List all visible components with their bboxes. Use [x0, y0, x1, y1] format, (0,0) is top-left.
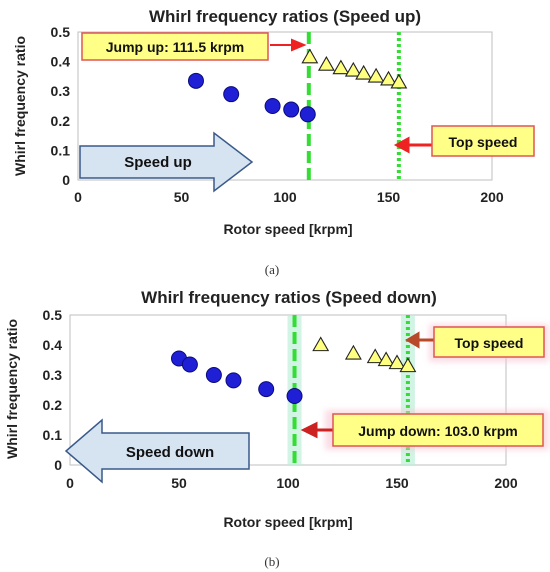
speed-down-arrow-icon [64, 418, 250, 484]
data-point-triangle [344, 61, 362, 77]
chart-b-ylabel: Whirl frequency ratio [4, 319, 20, 459]
data-point-circle [286, 388, 303, 404]
chart-b-x-ticks: 0 50 100 150 200 [66, 475, 518, 491]
y-tick-label: 0.3 [51, 83, 71, 99]
data-point-triangle [312, 336, 330, 352]
speed-up-label: Speed up [124, 154, 192, 171]
data-point-triangle [332, 59, 350, 75]
x-tick-label: 0 [74, 189, 82, 205]
jump-up-callout: Jump up: 111.5 krpm [81, 32, 307, 61]
panel-b: Whirl frequency ratios (Speed down) Whir… [4, 288, 549, 569]
jump-down-label: Jump down: 103.0 krpm [358, 423, 517, 439]
speed-down-arrow: Speed down [64, 418, 250, 484]
speed-up-arrow: Speed up [79, 131, 254, 193]
chart-a-title: Whirl frequency ratios (Speed up) [149, 7, 421, 26]
data-point-triangle [367, 67, 385, 83]
data-point-circle [223, 86, 240, 103]
y-tick-label: 0.1 [43, 427, 63, 443]
data-point-triangle [388, 354, 406, 370]
y-tick-label: 0.5 [43, 307, 63, 323]
data-point-triangle [380, 70, 397, 86]
x-tick-label: 100 [273, 189, 297, 205]
x-tick-label: 200 [494, 475, 518, 491]
top-speed-label-a: Top speed [449, 134, 518, 150]
y-tick-label: 0.4 [43, 337, 63, 353]
top-speed-box-b [433, 326, 545, 358]
speed-down-label: Speed down [126, 444, 214, 461]
y-tick-label: 0 [62, 172, 70, 188]
y-tick-label: 0.4 [51, 54, 71, 70]
x-tick-label: 0 [66, 475, 74, 491]
top-speed-box-a [431, 125, 535, 157]
chart-a-ylabel: Whirl frequency ratio [12, 36, 28, 176]
y-tick-label: 0 [54, 457, 62, 473]
data-point-triangle [301, 48, 319, 64]
x-tick-label: 100 [276, 475, 300, 491]
top-speed-arrow-icon [393, 136, 434, 154]
top-speed-callout-a: Top speed [393, 125, 535, 157]
jump-down-box [332, 413, 544, 447]
y-tick-label: 0.3 [43, 367, 63, 383]
data-point-triangle [399, 357, 417, 373]
panel-a: Whirl frequency ratios (Speed up) Whirl … [12, 7, 535, 277]
data-point-circle [205, 367, 222, 383]
x-tick-label: 150 [377, 189, 401, 205]
y-tick-label: 0.2 [51, 113, 71, 129]
data-point-circle [283, 101, 300, 118]
chart-b-xlabel: Rotor speed [krpm] [223, 514, 352, 530]
chart-b-title: Whirl frequency ratios (Speed down) [141, 288, 437, 307]
speed-up-arrow-icon [79, 131, 254, 193]
jump-up-box [81, 32, 269, 61]
data-point-triangle [366, 348, 384, 364]
data-point-circle [299, 106, 316, 123]
y-tick-label: 0.1 [51, 142, 71, 158]
panel-a-label: (a) [265, 262, 279, 277]
y-tick-label: 0.2 [43, 397, 63, 413]
panel-b-label: (b) [264, 554, 279, 569]
chart-b-points [171, 336, 417, 404]
chart-a-y-ticks: 0 0.1 0.2 0.3 0.4 0.5 [51, 24, 71, 188]
data-point-circle [258, 381, 275, 398]
chart-a-xlabel: Rotor speed [krpm] [223, 221, 352, 237]
chart-a-points [187, 48, 408, 123]
y-tick-label: 0.5 [51, 24, 71, 40]
x-tick-label: 150 [385, 475, 409, 491]
x-tick-label: 50 [174, 189, 190, 205]
chart-a-reference-lines [306, 32, 401, 180]
chart-a-x-ticks: 0 50 100 150 200 [74, 189, 504, 205]
data-point-circle [264, 98, 281, 114]
data-point-triangle [317, 55, 335, 71]
chart-a-plot-frame [77, 31, 493, 181]
chart-b-y-ticks: 0 0.1 0.2 0.3 0.4 0.5 [43, 307, 63, 473]
top-speed-label-b: Top speed [455, 335, 524, 351]
x-tick-label: 200 [480, 189, 504, 205]
data-point-circle [225, 372, 242, 389]
data-point-circle [187, 72, 204, 89]
data-point-triangle [377, 351, 395, 367]
top-speed-callout-b: Top speed [405, 324, 549, 362]
jump-up-arrow-icon [270, 38, 307, 52]
jump-down-callout: Jump down: 103.0 krpm [300, 410, 549, 450]
data-point-triangle [344, 344, 362, 360]
data-point-circle [181, 356, 198, 373]
jump-down-arrow-icon [300, 421, 337, 439]
jump-up-label: Jump up: 111.5 krpm [106, 39, 245, 55]
data-point-triangle [390, 73, 408, 89]
x-tick-label: 50 [171, 475, 187, 491]
top-speed-arrow-icon-b [405, 331, 436, 349]
data-point-triangle [355, 64, 373, 80]
